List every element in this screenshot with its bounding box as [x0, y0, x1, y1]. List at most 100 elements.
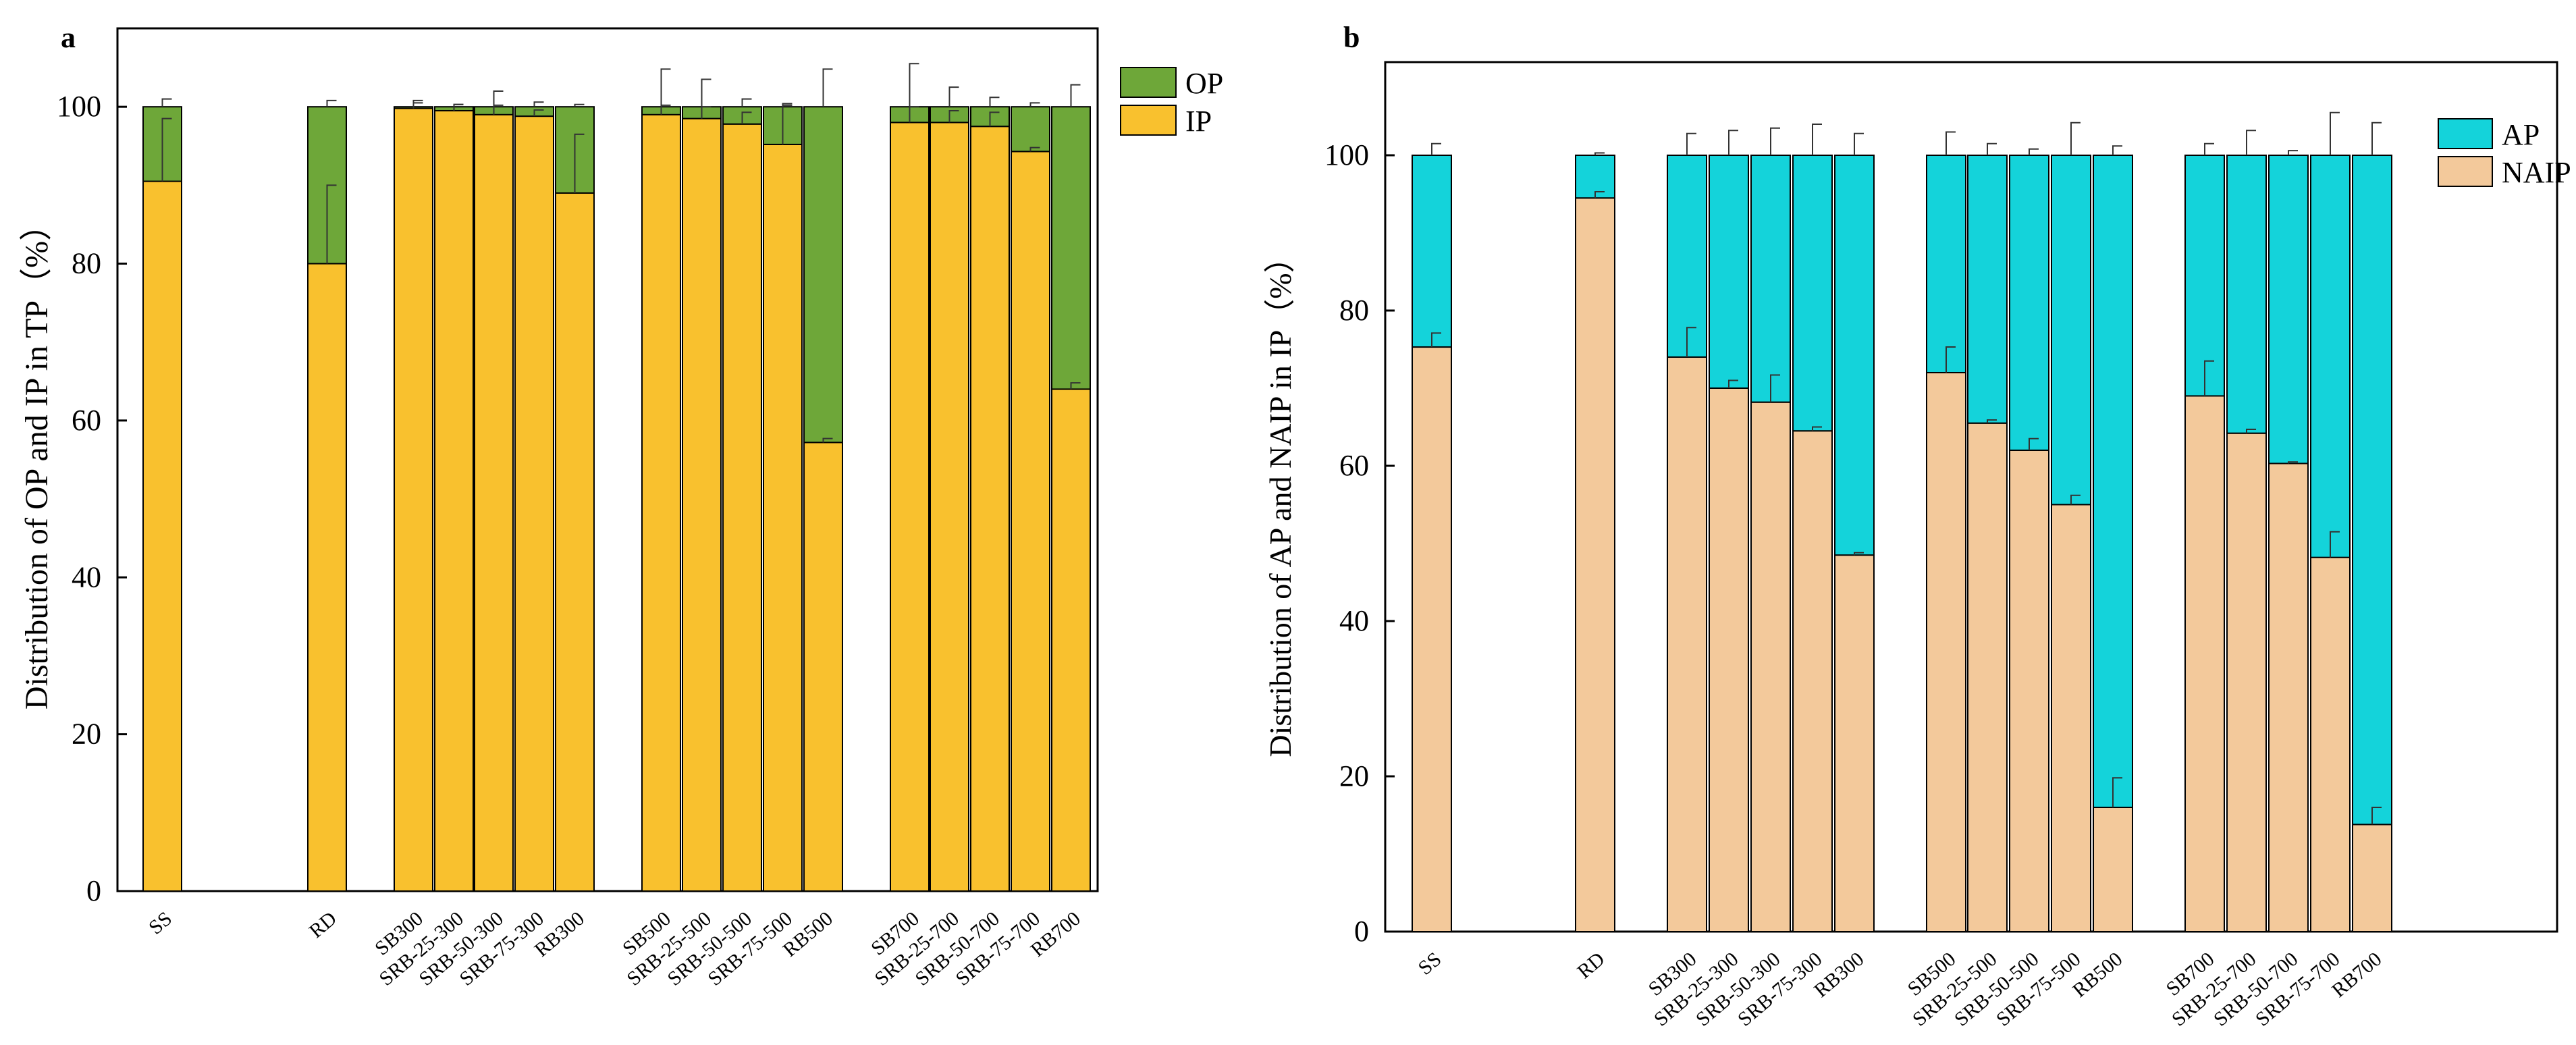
error-bar-naip-srb-75-300 — [1812, 426, 1822, 431]
bar-ap-rb300 — [1834, 155, 1875, 556]
legend-swatch-ip — [1120, 105, 1177, 136]
x-tick-label: SS — [1414, 948, 1446, 980]
bar-ap-srb-75-700 — [2310, 155, 2351, 558]
bar-ip-sb700 — [890, 122, 930, 892]
bar-ip-ss — [142, 180, 182, 892]
panel-a-legend: OP IP — [1120, 67, 1223, 138]
bar-ip-srb-75-700 — [1011, 151, 1050, 892]
bar-ip-rb700 — [1051, 388, 1091, 892]
error-bar-naip-srb-75-500 — [2070, 494, 2081, 505]
bar-ip-srb-75-300 — [514, 115, 554, 892]
bar-ap-sb300 — [1667, 155, 1707, 358]
bar-ip-srb-25-700 — [930, 122, 969, 892]
error-bar-naip-rb500 — [2112, 777, 2122, 807]
legend-label-ip: IP — [1185, 105, 1212, 138]
panel-a-error-bars — [161, 63, 1081, 443]
error-bar-naip-srb-75-700 — [2330, 531, 2340, 558]
y-tick-label: 80 — [72, 247, 101, 280]
panel-a-y-axis-label: Distribution of OP and IP in TP（%） — [19, 209, 55, 709]
bar-naip-rd — [1575, 197, 1615, 932]
y-tick-label: 100 — [57, 90, 101, 123]
error-bar-naip-srb-25-700 — [2246, 428, 2256, 433]
error-bar-ap-rb300 — [1854, 132, 1864, 155]
panel-b-y-axis-label: Distribution of AP and NAIP in IP（%） — [1263, 242, 1297, 757]
error-bar-ip-rb700 — [1070, 382, 1081, 390]
bar-naip-srb-75-300 — [1792, 430, 1833, 932]
error-bar-ap-srb-50-700 — [2288, 150, 2298, 155]
panel-b-bars — [1412, 155, 2392, 933]
bar-naip-srb-75-700 — [2310, 556, 2351, 932]
legend-label-op: OP — [1185, 67, 1223, 100]
bar-naip-srb-50-300 — [1750, 401, 1791, 932]
error-bar-ip-srb-50-700 — [989, 111, 1000, 127]
bar-ip-rd — [307, 263, 347, 892]
error-bar-ap-srb-25-300 — [1728, 130, 1738, 155]
bar-naip-sb700 — [2184, 395, 2225, 932]
error-bar-op-srb-50-300 — [493, 90, 504, 107]
panel-a-y-ticks: 0 20 40 60 80 100 — [57, 90, 127, 907]
panel-a-plot-frame — [116, 27, 1099, 892]
y-tick-label: 0 — [86, 874, 101, 907]
bar-ap-srb-50-300 — [1750, 155, 1791, 403]
panel-b-y-ticks: 0 20 40 60 80 100 — [1324, 138, 1395, 948]
error-bar-naip-srb-25-300 — [1728, 379, 1738, 388]
bar-ip-srb-25-500 — [682, 117, 722, 892]
bar-ip-srb-75-500 — [763, 143, 803, 892]
panel-a-x-tick-labels: SS RD SB300SRB-25-300SRB-50-300SRB-75-300R… — [144, 907, 1085, 990]
error-bar-ap-rb500 — [2112, 145, 2122, 155]
error-bar-naip-ss — [1431, 332, 1441, 348]
error-bar-op-srb-25-500 — [701, 78, 712, 107]
bar-ip-sb300 — [394, 107, 433, 892]
panel-a-label: a — [61, 21, 76, 54]
y-tick-label: 80 — [1339, 294, 1369, 327]
error-bar-naip-rd — [1594, 191, 1605, 198]
bar-ip-sb500 — [641, 113, 681, 892]
y-tick-label: 40 — [1339, 604, 1369, 637]
bar-ap-srb-75-300 — [1792, 155, 1833, 432]
error-bar-op-srb-25-300 — [453, 103, 464, 107]
error-bar-naip-rb300 — [1854, 552, 1864, 556]
bar-ap-srb-25-500 — [1967, 155, 2008, 424]
error-bar-ip-rd — [326, 184, 337, 264]
error-bar-op-srb-50-500 — [741, 98, 752, 107]
y-tick-label: 20 — [1339, 759, 1369, 793]
error-bar-ap-sb500 — [1946, 131, 1956, 155]
error-bar-op-sb500 — [660, 68, 671, 107]
y-tick-label: 100 — [1324, 138, 1369, 171]
panel-b-x-tick-labels: SS RD SB300SRB-25-300SRB-50-300SRB-75-300R… — [1414, 948, 2386, 1031]
bar-naip-rb700 — [2352, 824, 2392, 933]
error-bar-ap-srb-25-700 — [2246, 130, 2256, 155]
error-bar-ap-srb-75-300 — [1812, 124, 1822, 155]
bar-naip-sb300 — [1667, 356, 1707, 932]
bar-naip-srb-25-500 — [1967, 422, 2008, 932]
error-bar-ap-rb700 — [2371, 122, 2382, 155]
error-bar-naip-sb300 — [1686, 327, 1696, 357]
panel-a: a Distribution of OP and IP in TP（%） 0 20… — [19, 21, 1223, 990]
error-bar-naip-srb-50-500 — [2029, 437, 2039, 450]
error-bar-naip-srb-50-700 — [2288, 461, 2298, 464]
y-tick-label: 40 — [72, 560, 101, 593]
bar-naip-srb-25-300 — [1709, 387, 1749, 932]
error-bar-ap-srb-75-500 — [2070, 122, 2081, 155]
bar-ip-srb-50-300 — [474, 113, 514, 892]
bar-naip-rb500 — [2093, 807, 2133, 932]
error-bar-naip-srb-50-300 — [1770, 374, 1780, 402]
legend-swatch-op — [1120, 67, 1177, 98]
error-bar-naip-rb700 — [2371, 807, 2382, 825]
bar-naip-srb-50-700 — [2268, 462, 2309, 932]
panel-b: b Distribution of AP and NAIP in IP（%） 0… — [1263, 21, 2571, 1031]
bar-ap-srb-25-300 — [1709, 155, 1749, 389]
legend-swatch-ap — [2438, 118, 2493, 149]
bar-ip-srb-50-500 — [722, 123, 762, 892]
bar-naip-ss — [1412, 346, 1452, 932]
error-bar-ip-sb700 — [909, 106, 919, 123]
bar-ip-rb300 — [555, 192, 595, 892]
bar-ip-srb-25-300 — [434, 109, 474, 892]
panel-a-bars — [142, 106, 1091, 892]
error-bar-ip-srb-50-500 — [741, 111, 752, 124]
y-tick-label: 60 — [72, 404, 101, 437]
panel-b-legend: AP NAIP — [2438, 118, 2571, 189]
bar-op-srb-75-700 — [1011, 106, 1050, 153]
bar-naip-srb-75-500 — [2051, 504, 2091, 932]
error-bar-op-rb300 — [574, 103, 585, 107]
